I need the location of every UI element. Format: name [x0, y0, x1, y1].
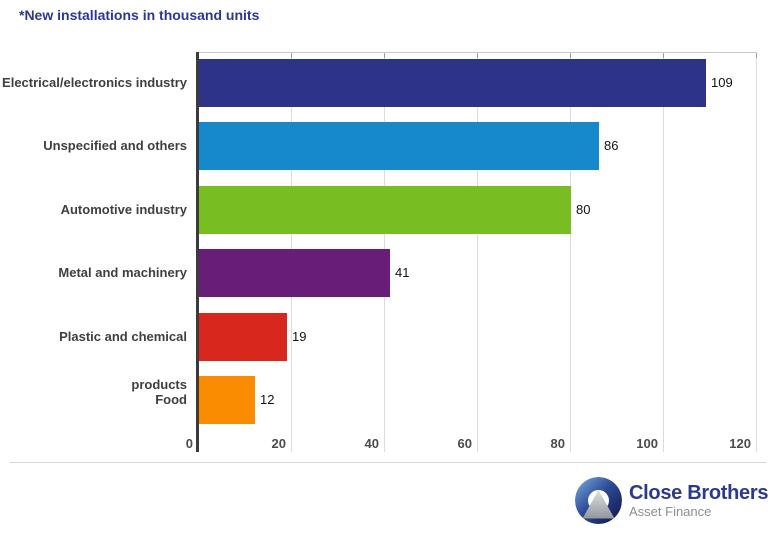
brand-subtitle: Asset Finance — [629, 504, 712, 519]
bar-food — [199, 376, 255, 424]
footer-divider — [10, 462, 766, 463]
x-axis-tick-label: 40 — [364, 436, 379, 451]
x-gridline — [663, 52, 664, 452]
x-axis-top-tick — [291, 53, 292, 58]
x-axis-tick-label: 0 — [185, 436, 193, 451]
x-axis-top-tick — [384, 53, 385, 58]
x-axis-top-tick — [570, 53, 571, 58]
category-label: Plastic and chemical products — [59, 329, 187, 392]
bar-plastic-and-chemical-products — [199, 313, 287, 361]
category-label: Food — [155, 392, 187, 407]
category-label: Unspecified and others — [43, 138, 187, 153]
y-axis-line — [196, 52, 199, 452]
category-label: Electrical/electronics industry — [2, 75, 187, 90]
bar-automotive-industry — [199, 186, 571, 234]
bar-unspecified-and-others — [199, 122, 599, 170]
bar-metal-and-machinery — [199, 249, 390, 297]
brand-name: Close Brothers — [629, 482, 769, 504]
value-label: 86 — [604, 138, 619, 153]
x-axis-tick-label: 120 — [729, 436, 751, 451]
x-gridline — [570, 52, 571, 452]
value-label: 109 — [711, 75, 733, 90]
value-label: 12 — [260, 392, 275, 407]
x-axis-tick-label: 100 — [636, 436, 658, 451]
x-axis-top-tick — [477, 53, 478, 58]
category-label: Metal and machinery — [58, 265, 187, 280]
value-label: 80 — [576, 202, 591, 217]
close-brothers-logo-icon — [575, 477, 622, 524]
logo-text-block: Close Brothers Asset Finance — [629, 482, 768, 519]
x-axis-tick-label: 20 — [271, 436, 286, 451]
x-axis-top-tick — [663, 53, 664, 58]
x-gridline — [477, 52, 478, 452]
category-label: Automotive industry — [60, 202, 187, 217]
value-label: 19 — [292, 329, 307, 344]
x-axis-tick-label: 80 — [550, 436, 565, 451]
x-axis-tick-label: 60 — [457, 436, 472, 451]
bar-electrical-electronics-industry — [199, 59, 706, 107]
chart-title: *New installations in thousand units — [19, 7, 260, 23]
x-axis-top-tick — [756, 53, 757, 58]
value-label: 41 — [395, 265, 410, 280]
close-brothers-logo: Close Brothers Asset Finance — [575, 477, 768, 524]
x-gridline — [756, 52, 757, 452]
